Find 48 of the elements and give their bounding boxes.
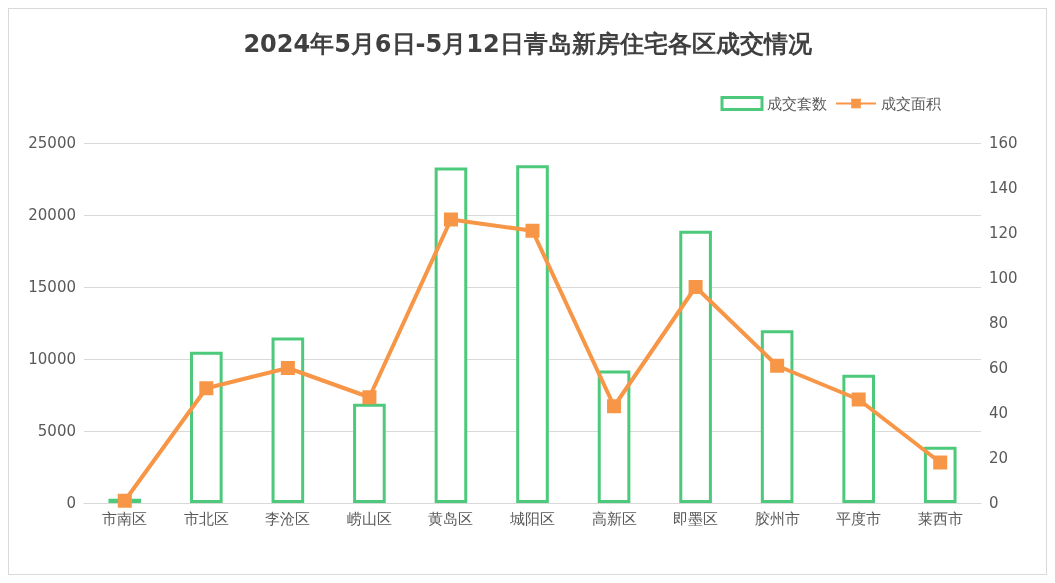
y-tick-label: 5000	[37, 422, 76, 440]
bar	[516, 165, 549, 503]
x-tick-label: 黄岛区	[428, 509, 474, 528]
legend-label: 成交套数	[767, 94, 827, 113]
y2-tick-label: 60	[989, 359, 1009, 377]
point	[851, 392, 866, 407]
point	[362, 390, 377, 405]
point	[607, 399, 622, 414]
y2-tick-label: 100	[989, 269, 1018, 287]
y2-tick-label: 20	[989, 449, 1009, 467]
y2-tick-label: 120	[989, 224, 1018, 242]
point	[117, 493, 132, 508]
y2-tick-label: 0	[989, 494, 999, 512]
point	[199, 381, 214, 396]
y2-tick-label: 140	[989, 179, 1018, 197]
y2-tick-label: 40	[989, 404, 1009, 422]
bar	[271, 337, 305, 503]
x-tick-label: 高新区	[591, 509, 637, 528]
y-tick-label: 0	[66, 494, 76, 512]
point	[933, 455, 948, 470]
legend-label: 成交面积	[881, 94, 941, 113]
x-tick-label: 市南区	[102, 509, 148, 528]
x-tick-label: 平度市	[836, 509, 882, 528]
y2-tick-label: 80	[989, 314, 1009, 332]
point	[443, 212, 458, 227]
x-tick-label: 即墨区	[673, 509, 719, 528]
x-tick-label: 莱西市	[917, 509, 963, 528]
point	[525, 223, 540, 238]
y-tick-label: 15000	[28, 278, 76, 296]
x-tick-label: 城阳区	[509, 509, 555, 528]
point	[688, 280, 703, 294]
x-tick-label: 市北区	[183, 509, 229, 528]
point	[280, 361, 295, 375]
x-tick-label: 崂山区	[346, 509, 392, 528]
bar	[434, 167, 468, 503]
bar	[842, 374, 875, 503]
point	[770, 358, 785, 373]
y2-tick-label: 160	[989, 134, 1018, 152]
bar	[760, 330, 794, 503]
bar	[353, 403, 386, 503]
bar	[190, 351, 223, 503]
x-tick-label: 李沧区	[265, 509, 311, 528]
chart-title: 2024年5月6日-5月12日青岛新房住宅各区成交情况	[243, 30, 813, 58]
y-tick-label: 20000	[28, 206, 76, 224]
bar	[679, 230, 712, 503]
y-tick-label: 25000	[28, 134, 76, 152]
y-tick-label: 10000	[28, 350, 76, 368]
x-tick-label: 胶州市	[754, 509, 800, 528]
